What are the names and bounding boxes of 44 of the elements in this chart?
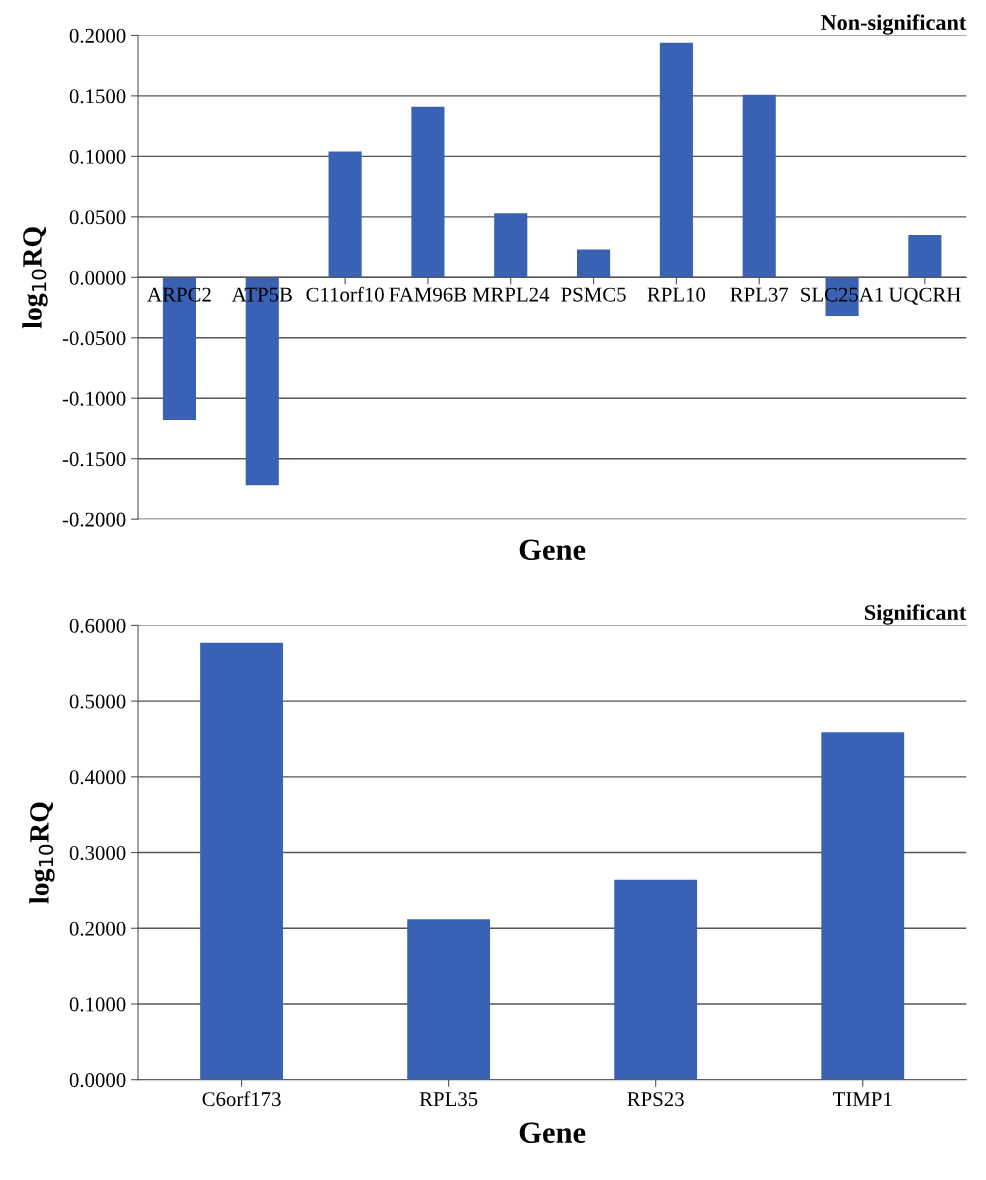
y-tick-label: 0.0500 [69, 210, 126, 225]
chart-title: Non-significant [821, 14, 967, 35]
bar [200, 642, 283, 1080]
x-tick-label: PSMC5 [561, 287, 626, 302]
x-tick-label: RPL10 [647, 287, 706, 302]
x-tick-label: RPS23 [627, 1092, 684, 1107]
y-tick-label: -0.1000 [62, 391, 126, 406]
y-tick-label: 0.0000 [69, 270, 126, 285]
x-tick-label: C6orf173 [202, 1091, 281, 1107]
y-tick-label: 0.1500 [69, 89, 126, 104]
y-tick-label: 0.1000 [69, 997, 126, 1012]
bar [614, 879, 698, 1080]
y-tick-label: 0.3000 [69, 845, 126, 861]
y-axis-title: log$_{10}$RQ [22, 227, 48, 329]
y-tick-label: 0.6000 [69, 618, 126, 633]
bar [908, 234, 942, 278]
y-axis-title: log$_{10}$RQ [29, 802, 55, 904]
y-tick-label: 0.2000 [69, 921, 126, 936]
bar [494, 213, 528, 278]
bar [577, 249, 611, 278]
x-tick-label: FAM96B [389, 287, 467, 302]
bar [821, 732, 905, 1080]
x-tick-label: C11orf10 [306, 286, 384, 302]
bar [411, 106, 445, 278]
bar [659, 42, 693, 278]
x-tick-label: TIMP1 [833, 1092, 892, 1106]
y-tick-label: 0.2000 [69, 28, 126, 43]
x-axis-title: Gene [519, 539, 586, 561]
y-tick-label: -0.1500 [62, 452, 126, 467]
x-tick-label: RPL37 [730, 287, 789, 302]
bar [742, 94, 776, 278]
y-tick-label: -0.2000 [62, 512, 126, 527]
x-tick-label: UQCRH [888, 287, 961, 305]
chart-title: Significant [864, 604, 967, 625]
y-tick-label: 0.5000 [69, 694, 126, 709]
bar [407, 919, 491, 1080]
y-tick-label: 0.4000 [69, 770, 126, 785]
y-tick-label: 0.1000 [69, 149, 126, 164]
x-axis-title: Gene [519, 1122, 586, 1144]
x-tick-label: RPL35 [419, 1092, 478, 1107]
x-tick-label: MRPL24 [472, 287, 550, 302]
y-tick-label: 0.0000 [69, 1073, 126, 1088]
y-tick-label: -0.0500 [62, 331, 126, 346]
bar [328, 151, 362, 278]
